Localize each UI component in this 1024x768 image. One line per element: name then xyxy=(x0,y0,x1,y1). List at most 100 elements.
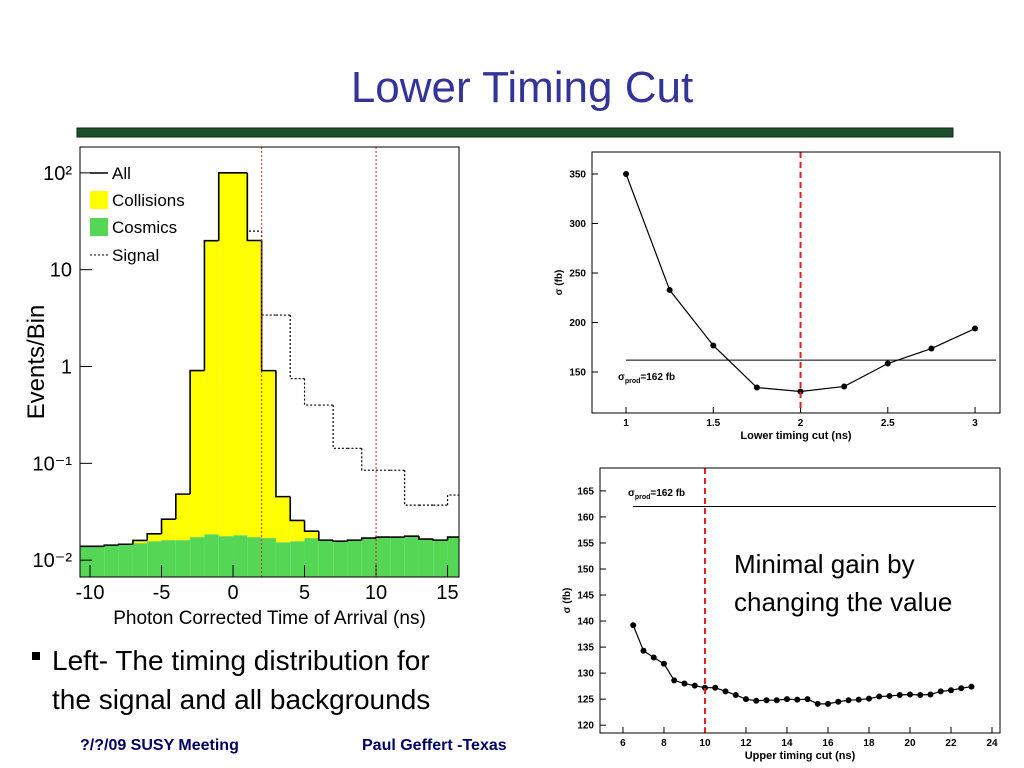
annotation: σprod=162 fb xyxy=(618,372,675,385)
cosmics-bar xyxy=(132,543,148,577)
all-outline xyxy=(80,545,91,548)
y-axis-label: σ (fb) xyxy=(562,588,573,614)
point xyxy=(630,622,637,629)
signal-step xyxy=(289,315,305,380)
y-tick-label: 140 xyxy=(577,617,594,628)
cosmics-bar xyxy=(333,541,348,577)
x-axis-label: Upper timing cut (ns) xyxy=(745,750,856,762)
x-tick-label: 1.5 xyxy=(706,418,720,429)
cosmics-bar xyxy=(404,536,419,577)
legend-label: All xyxy=(112,164,131,183)
legend-label: Cosmics xyxy=(112,218,177,237)
cosmics-bar xyxy=(433,540,448,577)
x-axis-label: Lower timing cut (ns) xyxy=(740,430,852,442)
cosmics-bar xyxy=(204,534,219,577)
legend-label: Collisions xyxy=(112,191,185,210)
point xyxy=(886,693,893,700)
y-tick-label: 130 xyxy=(577,669,594,680)
x-tick-label: 12 xyxy=(740,738,752,749)
x-tick-label: 18 xyxy=(863,738,875,749)
collisions-bar xyxy=(261,370,276,539)
point xyxy=(972,325,979,332)
x-tick-label: 22 xyxy=(945,738,957,749)
point xyxy=(640,647,647,654)
x-tick-label: 14 xyxy=(781,738,793,749)
point xyxy=(917,691,924,698)
all-outline xyxy=(189,369,205,495)
all-outline xyxy=(203,239,219,371)
all-outline xyxy=(375,536,391,539)
point xyxy=(681,680,688,687)
point xyxy=(783,696,790,703)
y-tick-label: 145 xyxy=(577,591,594,602)
point xyxy=(824,700,831,707)
x-tick-label: 2 xyxy=(798,418,804,429)
collisions-bar xyxy=(190,370,205,538)
signal-step xyxy=(332,405,348,449)
all-outline xyxy=(175,493,191,520)
point xyxy=(701,684,708,691)
point xyxy=(712,684,719,691)
point xyxy=(947,687,954,694)
y-tick-label: 350 xyxy=(569,169,586,180)
x-tick-label: 2.5 xyxy=(881,418,895,429)
footer: ?/?/09 SUSY Meeting xyxy=(80,737,239,754)
x-tick-label: 10 xyxy=(699,738,711,749)
point xyxy=(666,287,673,294)
cosmics-bar xyxy=(233,535,248,577)
point xyxy=(876,693,883,700)
x-tick-label: 0 xyxy=(227,582,238,604)
point xyxy=(710,342,717,349)
y-tick-label: 150 xyxy=(577,565,594,576)
point xyxy=(835,698,842,705)
footer: Paul Geffert -Texas xyxy=(362,737,507,754)
y-tick-label: 10² xyxy=(43,163,72,185)
annotation-part: σ xyxy=(628,488,635,499)
annotation-part: σ xyxy=(618,372,625,383)
y-tick-label: 10⁻¹ xyxy=(33,453,73,475)
point xyxy=(671,677,678,684)
point xyxy=(896,691,903,698)
y-tick-label: 300 xyxy=(569,219,586,230)
cosmics-bar xyxy=(290,541,305,577)
point xyxy=(763,697,770,704)
x-axis-label: Photon Corrected Time of Arrival (ns) xyxy=(113,608,426,629)
y-tick-label: 10⁻² xyxy=(33,550,73,572)
point xyxy=(927,691,934,698)
all-outline xyxy=(318,531,334,541)
y-tick-label: 135 xyxy=(577,643,594,654)
x-tick-label: 6 xyxy=(620,738,626,749)
cosmics-bar xyxy=(390,537,405,577)
cosmics-bar xyxy=(318,540,334,577)
cosmics-bar xyxy=(376,537,391,577)
chart: -10 -5 0 5 10 15 10⁻² 10⁻¹ 1 10 10² All Collisions Co… xyxy=(23,146,460,629)
point xyxy=(753,697,760,704)
note: Minimal gain by xyxy=(734,549,915,579)
point xyxy=(928,345,935,352)
y-tick-label: 1 xyxy=(61,357,72,379)
signal-step xyxy=(404,470,419,506)
x-tick-label: -10 xyxy=(76,582,105,604)
cosmics-bar xyxy=(218,536,234,577)
point xyxy=(753,384,760,391)
cosmics-bar xyxy=(447,537,459,577)
annotation-part: prod xyxy=(625,378,641,385)
point xyxy=(814,700,821,707)
collisions-bar xyxy=(304,531,319,539)
point xyxy=(968,683,975,690)
cosmics-bar xyxy=(80,546,91,577)
point xyxy=(722,688,729,695)
signal-step xyxy=(303,378,319,406)
bullet-text: the signal and all backgrounds xyxy=(52,684,430,715)
cosmics-bar xyxy=(261,538,276,577)
y-tick-label: 160 xyxy=(577,512,594,523)
all-outline xyxy=(332,540,348,542)
legend-swatch xyxy=(90,191,108,209)
cosmics-bar xyxy=(90,546,105,577)
all-outline xyxy=(346,539,362,542)
point xyxy=(794,696,801,703)
all-outline xyxy=(403,535,419,538)
annotation: σprod=162 fb xyxy=(628,488,685,501)
annotation-part: prod xyxy=(635,494,651,501)
